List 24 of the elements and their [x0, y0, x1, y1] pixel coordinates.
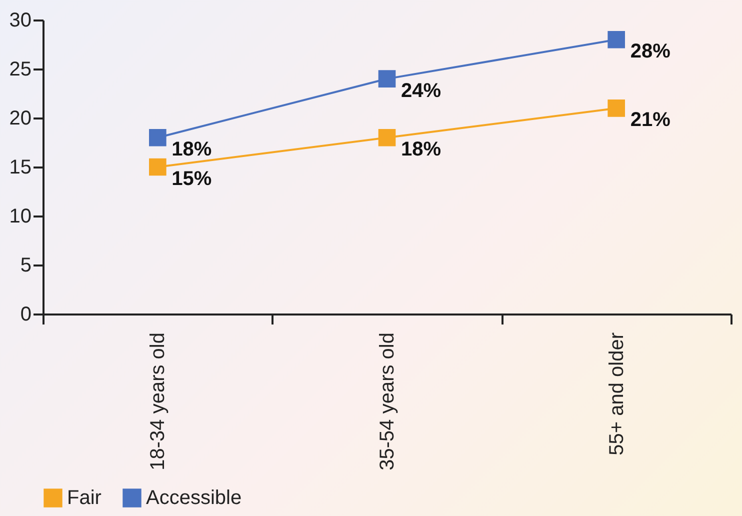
data-label: 24%: [401, 80, 442, 102]
data-label: 21%: [630, 109, 671, 132]
y-tick-label: 15: [9, 156, 32, 178]
data-label: 28%: [630, 40, 671, 63]
legend-label: Accessible: [146, 487, 242, 509]
y-tick-label: 20: [9, 108, 32, 130]
x-tick-label: 55+ and older: [606, 332, 628, 456]
point: [378, 70, 396, 88]
point: [378, 128, 396, 146]
y-tick-label: 25: [9, 58, 32, 80]
y-tick-label: 5: [20, 254, 32, 276]
y-tick-label: 10: [9, 206, 32, 228]
point: [149, 158, 166, 176]
data-label: 18%: [401, 138, 442, 161]
y-tick-label: 30: [9, 10, 32, 32]
data-label: 15%: [172, 168, 212, 190]
x-tick-label: 35-54 years old: [376, 332, 398, 470]
point: [608, 100, 625, 117]
y-tick-label: 0: [20, 304, 32, 326]
point: [608, 30, 625, 48]
data-label: 18%: [172, 138, 212, 161]
point: [149, 128, 166, 146]
x-tick-label: 18-34 years old: [147, 332, 170, 470]
legend-label: Fair: [67, 487, 102, 509]
